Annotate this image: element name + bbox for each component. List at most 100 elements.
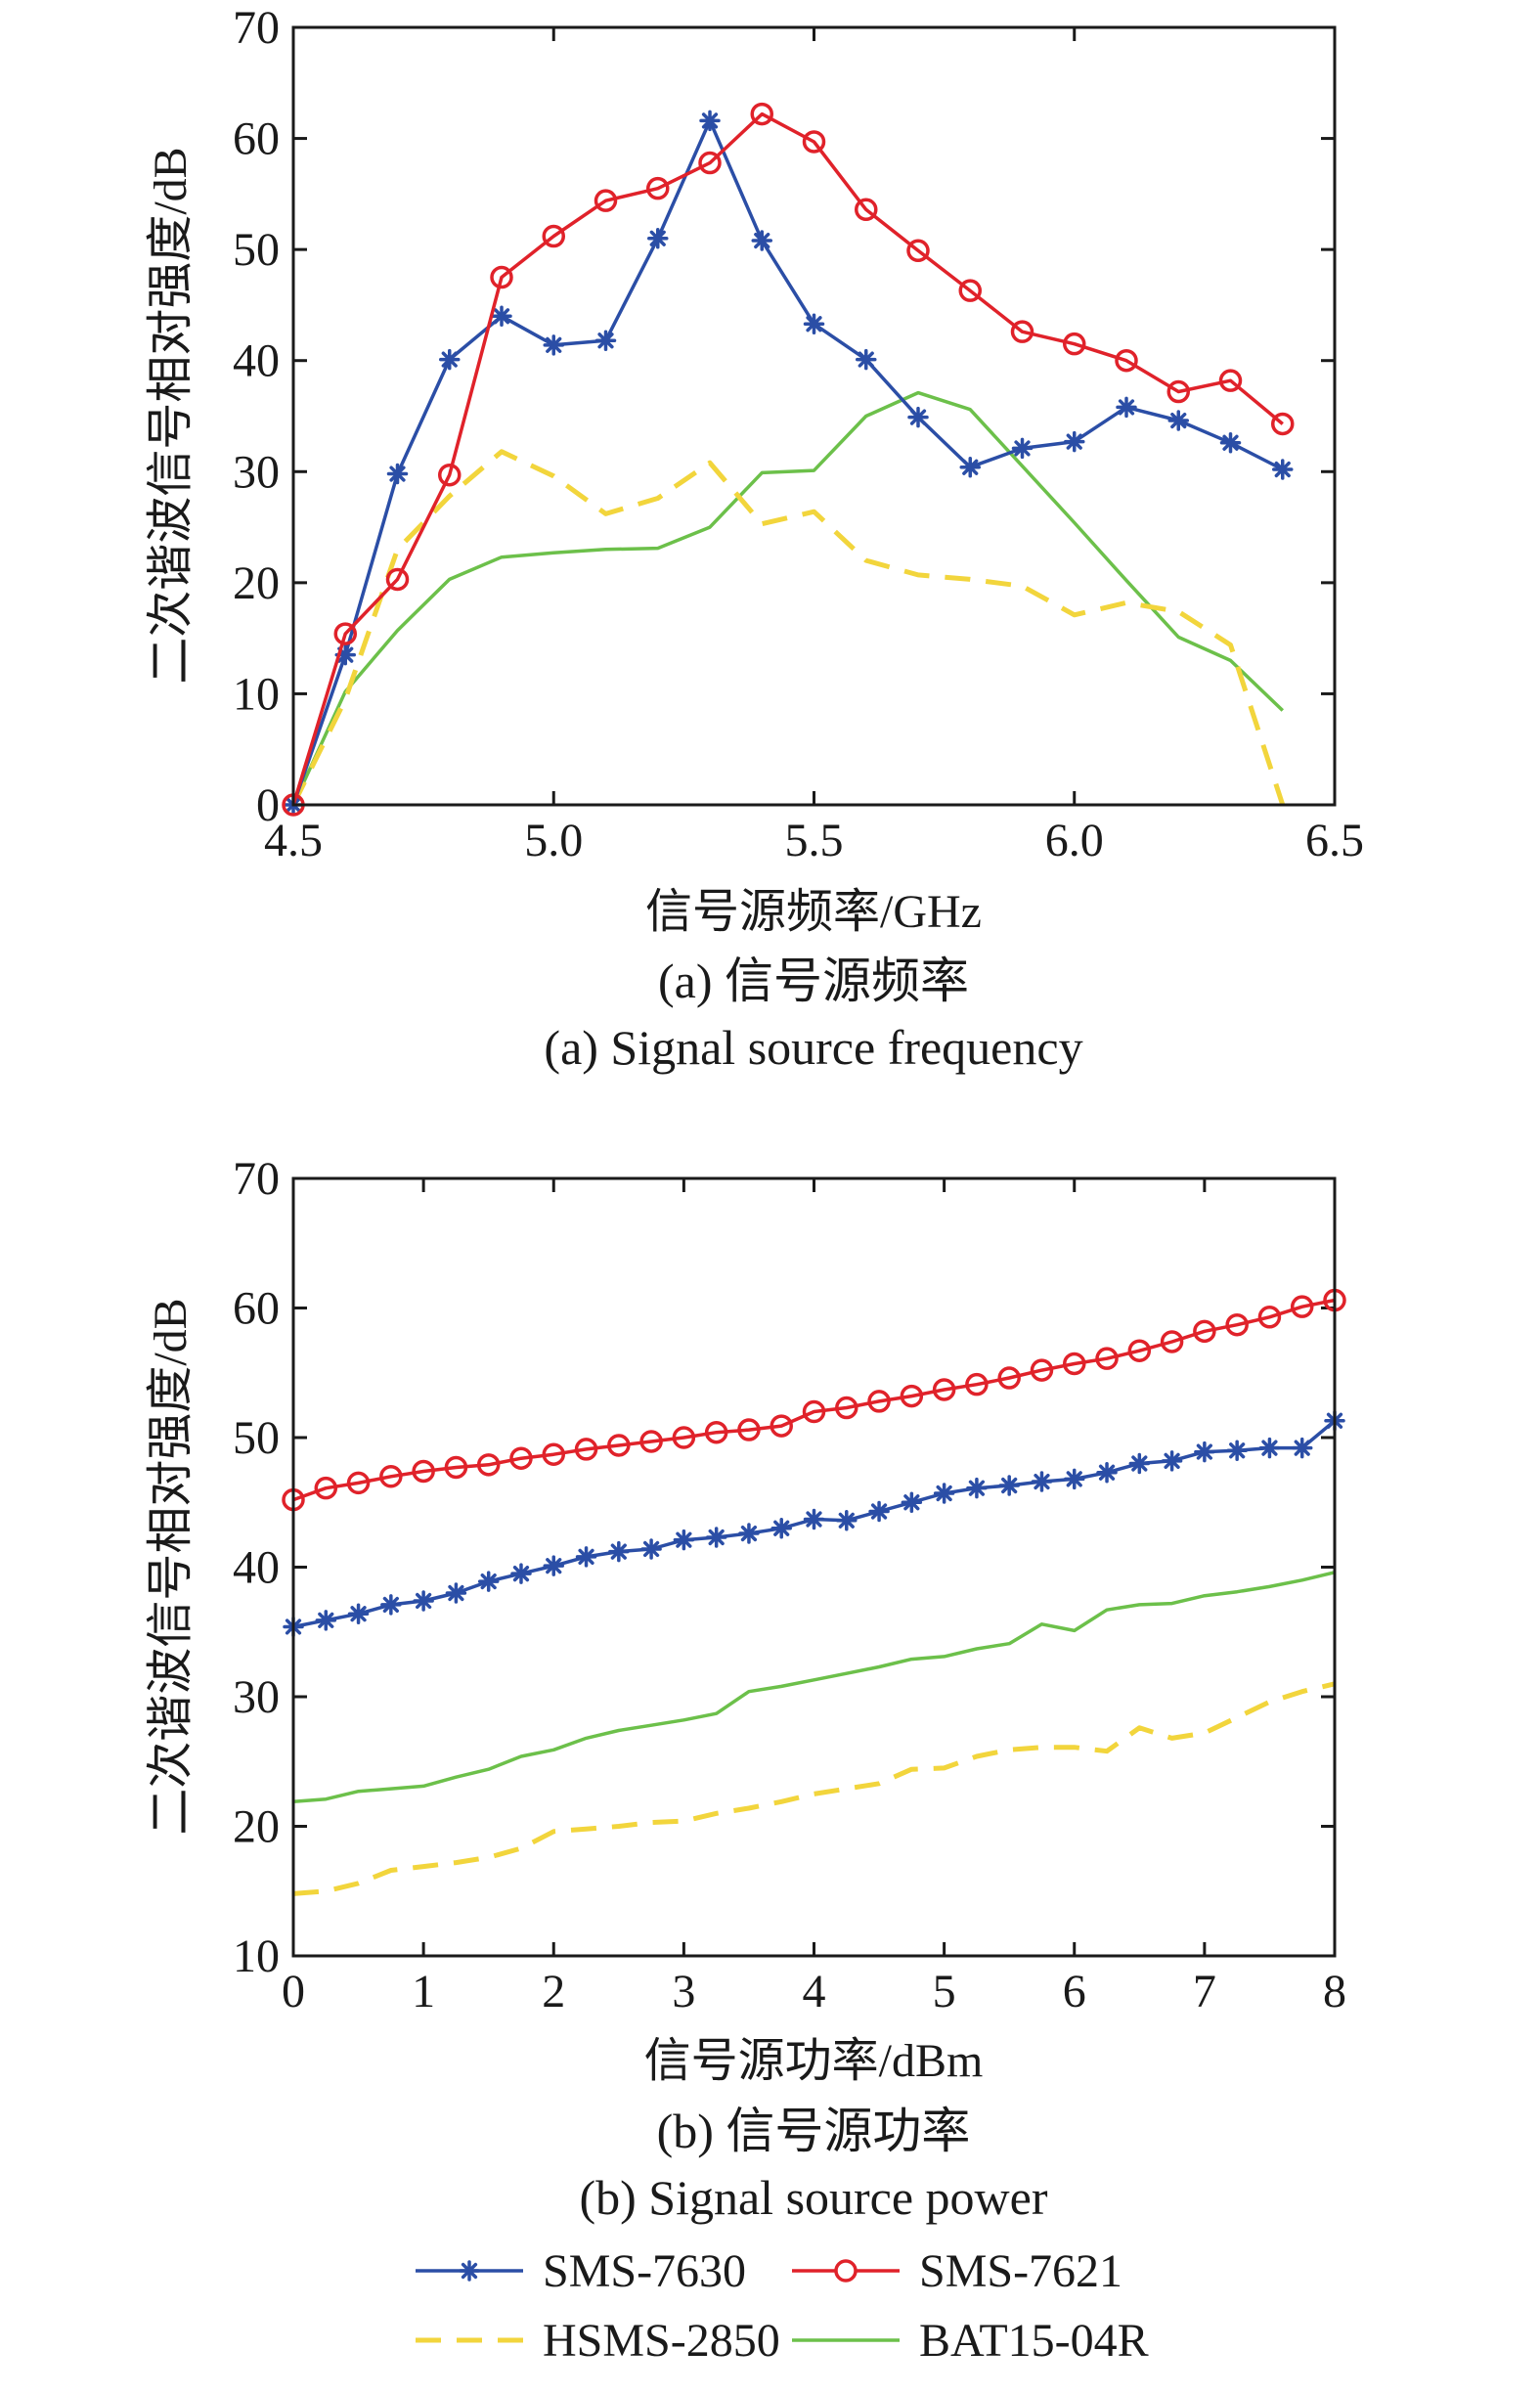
legend-marker: [459, 2260, 480, 2282]
data-point-sms-7621: [1095, 1347, 1119, 1370]
data-point-sms-7621: [476, 1453, 501, 1477]
data-point-sms-7621: [906, 239, 930, 263]
data-point-sms-7621: [958, 279, 982, 302]
data-point-sms-7630: [868, 1500, 890, 1523]
data-point-sms-7630: [856, 348, 877, 371]
data-point-sms-7630: [705, 1527, 727, 1548]
x-tick-label: 8: [1323, 1966, 1346, 2017]
series-line-hsms-2850: [292, 1681, 1336, 1896]
data-point-sms-7630: [647, 228, 669, 249]
data-point-sms-7630: [1064, 430, 1085, 453]
panel-a: 4.5 5.0 5.5 6.0 6.5 0 10 20 30 40 50 60 70 信号源频率/GHz…: [145, 2, 1364, 1075]
data-point-sms-7630: [1219, 432, 1242, 454]
data-point-sms-7630: [1096, 1462, 1118, 1484]
data-point-sms-7630: [608, 1540, 630, 1563]
data-point-sms-7630: [640, 1538, 662, 1560]
data-point-sms-7621: [314, 1476, 338, 1500]
x-tick-label: 6: [1063, 1966, 1086, 2017]
plot-frame-b: [291, 1176, 1337, 1958]
x-tick-label: 5: [933, 1966, 956, 2017]
data-point-sms-7621: [574, 1438, 598, 1461]
data-point-sms-7630: [901, 1491, 923, 1513]
data-point-sms-7621: [412, 1459, 435, 1484]
data-point-sms-7621: [750, 102, 773, 126]
legend-label: SMS-7630: [543, 2245, 746, 2297]
data-point-sms-7621: [1193, 1319, 1216, 1344]
data-point-sms-7621: [1063, 332, 1086, 356]
data-point-sms-7630: [699, 110, 721, 132]
data-point-sms-7630: [933, 1483, 955, 1504]
data-point-sms-7621: [438, 463, 462, 487]
data-point-sms-7630: [998, 1475, 1020, 1496]
x-axis-label-b: 信号源功率/dBm: [644, 2035, 984, 2087]
legend-entry-hsms-2850: HSMS-2850: [416, 2315, 780, 2367]
legend-entry-sms-7621: SMS-7621: [792, 2245, 1122, 2297]
data-point-sms-7621: [385, 567, 410, 592]
caption-en-b: (b) Signal source power: [579, 2170, 1047, 2225]
data-point-sms-7621: [672, 1426, 696, 1449]
data-point-sms-7630: [594, 330, 617, 352]
data-point-sms-7621: [698, 151, 722, 175]
x-axis-label-a: 信号源频率/GHz: [645, 886, 982, 938]
y-tick-label: 50: [233, 1412, 280, 1464]
data-point-sms-7630: [1291, 1437, 1313, 1459]
x-tick-label: 5.0: [524, 815, 583, 866]
x-tick-label: 4: [803, 1966, 826, 2017]
data-point-sms-7630: [770, 1518, 792, 1539]
data-point-sms-7630: [1272, 459, 1294, 480]
data-point-sms-7630: [1064, 1468, 1085, 1490]
data-point-sms-7621: [1010, 320, 1034, 343]
data-point-sms-7621: [835, 1396, 858, 1420]
y-tick-label: 0: [256, 779, 280, 831]
data-point-sms-7630: [1167, 410, 1189, 431]
x-tick-label: 5.5: [785, 815, 844, 866]
x-tick-label: 3: [672, 1966, 695, 2017]
panel-b: 0 1 2 3 4 5 6 7 8 10 20 30 40 50 60 70 信号源功率/dBm 二次谐波信号…: [145, 1153, 1346, 2225]
legend-label: BAT15-04R: [919, 2315, 1149, 2367]
data-point-sms-7630: [1258, 1437, 1281, 1459]
plot-frame-a: [291, 25, 1337, 807]
data-point-sms-7630: [803, 313, 825, 334]
data-point-sms-7621: [1290, 1295, 1314, 1318]
x-tick-label: 6.5: [1305, 815, 1364, 866]
x-tick-label: 0: [282, 1966, 305, 2017]
data-point-sms-7630: [836, 1510, 858, 1531]
data-point-sms-7621: [490, 265, 513, 289]
data-point-sms-7630: [1226, 1440, 1248, 1461]
data-point-sms-7621: [770, 1414, 793, 1438]
legend-label: HSMS-2850: [543, 2315, 780, 2367]
caption-cn-b: (b) 信号源功率: [657, 2104, 971, 2158]
data-point-sms-7630: [1194, 1441, 1215, 1463]
data-point-sms-7630: [1011, 437, 1034, 460]
data-point-sms-7621: [900, 1384, 924, 1408]
data-point-sms-7630: [575, 1546, 597, 1568]
y-tick-label: 20: [233, 1801, 280, 1853]
legend-marker: [834, 2259, 858, 2283]
data-point-sms-7630: [966, 1477, 988, 1499]
data-point-sms-7621: [997, 1366, 1021, 1390]
data-point-sms-7621: [855, 198, 878, 222]
legend-entry-bat15-04r: BAT15-04R: [792, 2315, 1149, 2367]
data-point-sms-7630: [347, 1603, 370, 1624]
data-point-sms-7621: [1115, 348, 1138, 373]
data-point-sms-7621: [607, 1434, 631, 1457]
data-point-sms-7621: [1225, 1312, 1249, 1337]
data-point-sms-7630: [673, 1529, 695, 1551]
y-tick-label: 10: [233, 1930, 280, 1982]
caption-cn-a: (a) 信号源频率: [658, 953, 969, 1008]
y-tick-label: 70: [233, 1153, 280, 1205]
x-tick-label: 4.5: [264, 815, 323, 866]
data-point-sms-7621: [333, 622, 357, 645]
data-point-sms-7621: [509, 1446, 533, 1470]
series-line-sms-7621: [291, 111, 1284, 806]
legend-label: SMS-7621: [919, 2245, 1122, 2297]
data-point-sms-7621: [965, 1372, 989, 1396]
data-point-sms-7630: [413, 1590, 434, 1612]
data-point-sms-7621: [639, 1430, 663, 1453]
data-point-sms-7630: [1116, 396, 1137, 419]
data-point-sms-7621: [802, 1399, 826, 1424]
data-point-sms-7621: [646, 176, 670, 200]
series-line-hsms-2850: [290, 449, 1286, 807]
data-point-sms-7630: [1128, 1452, 1151, 1475]
